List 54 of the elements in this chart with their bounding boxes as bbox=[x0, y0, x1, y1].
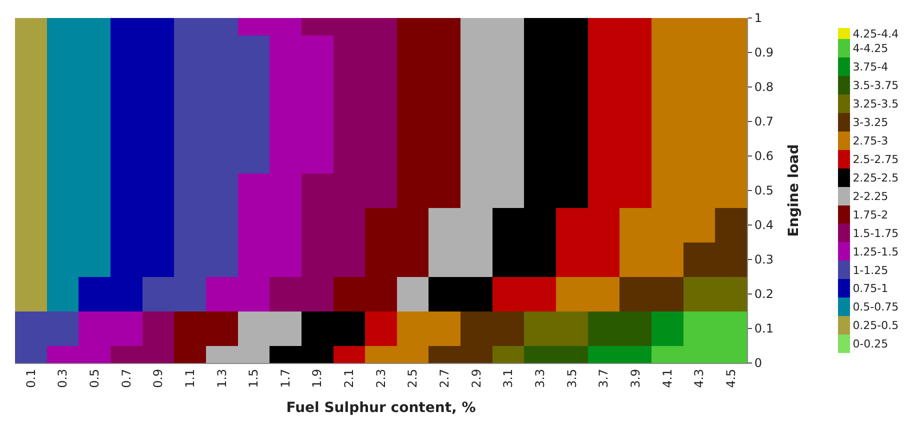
y-tick-label: 0.4 bbox=[754, 218, 774, 232]
color-bar-label: 2-2.25 bbox=[852, 190, 888, 203]
x-tick-label: 3.9 bbox=[628, 368, 643, 388]
x-tick-label: 0.1 bbox=[24, 368, 38, 388]
y-tick-label: 0.6 bbox=[754, 149, 774, 164]
color-bar-label: 4-4.25 bbox=[852, 42, 888, 56]
x-tick-label: 0.7 bbox=[119, 368, 134, 388]
x-tick-label: 3.3 bbox=[533, 368, 548, 388]
x-tick-label: 1.1 bbox=[182, 368, 197, 388]
color-bar-label: 1-1.25 bbox=[852, 264, 888, 277]
color-bar-label: 0.75-1 bbox=[852, 282, 888, 296]
x-tick-label: 2.7 bbox=[438, 368, 452, 388]
x-tick-label: 1.5 bbox=[246, 368, 261, 388]
color-bar-label: 3.25-3.5 bbox=[852, 98, 899, 111]
color-bar-label: 1.25-1.5 bbox=[852, 245, 899, 258]
color-bar-label: 0-0.25 bbox=[852, 338, 888, 351]
x-tick-label: 0.5 bbox=[87, 368, 102, 388]
color-bar-label: 3-3.25 bbox=[852, 116, 888, 130]
color-bar-label: 2.5-2.75 bbox=[852, 152, 899, 166]
x-tick-label: 4.1 bbox=[660, 368, 674, 388]
x-tick-label: 1.7 bbox=[278, 368, 292, 388]
x-tick-label: 2.3 bbox=[374, 368, 388, 388]
y-tick-label: 0.9 bbox=[754, 46, 774, 60]
x-tick-label: 3.1 bbox=[501, 368, 516, 388]
x-tick-label: 2.1 bbox=[342, 368, 356, 388]
y-tick-label: 0 bbox=[754, 356, 762, 370]
color-bar-label: 0.5-0.75 bbox=[852, 300, 899, 314]
x-tick-label: 2.5 bbox=[406, 368, 420, 388]
color-bar-label: 0.25-0.5 bbox=[852, 319, 899, 332]
y-tick-label: 0.1 bbox=[754, 322, 774, 336]
color-bar-label: 2.25-2.5 bbox=[852, 171, 899, 184]
x-tick-label: 4.5 bbox=[724, 368, 738, 388]
x-tick-label: 1.3 bbox=[214, 368, 229, 388]
y-tick-label: 0.5 bbox=[754, 184, 774, 198]
color-bar-label: 3.75-4 bbox=[852, 60, 888, 74]
x-tick-label: 4.3 bbox=[692, 368, 706, 388]
color-bar-label: 2.75-3 bbox=[852, 134, 888, 148]
x-axis-title: Fuel Sulphur content, % bbox=[286, 400, 476, 416]
x-tick-label: 1.9 bbox=[310, 368, 324, 388]
y-tick-label: 0.7 bbox=[754, 114, 774, 129]
x-tick-label: 2.9 bbox=[469, 368, 484, 388]
y-tick-label: 0.8 bbox=[754, 80, 774, 94]
x-tick-label: 0.9 bbox=[151, 368, 166, 388]
x-tick-label: 0.3 bbox=[56, 368, 70, 388]
y-tick-label: 0.2 bbox=[754, 287, 774, 302]
x-tick-label: 3.5 bbox=[564, 368, 579, 388]
y-tick-label: 1 bbox=[754, 11, 762, 26]
color-bar-label: 1.5-1.75 bbox=[852, 226, 899, 240]
color-bar-label: 3.5-3.75 bbox=[852, 79, 899, 92]
y-axis-title: Engine load bbox=[786, 144, 802, 237]
y-tick-label: 0.3 bbox=[754, 252, 774, 267]
color-bar-label: 4.25-4.4 bbox=[852, 27, 899, 40]
x-tick-label: 3.7 bbox=[596, 368, 611, 388]
color-bar-label: 1.75-2 bbox=[852, 208, 888, 222]
